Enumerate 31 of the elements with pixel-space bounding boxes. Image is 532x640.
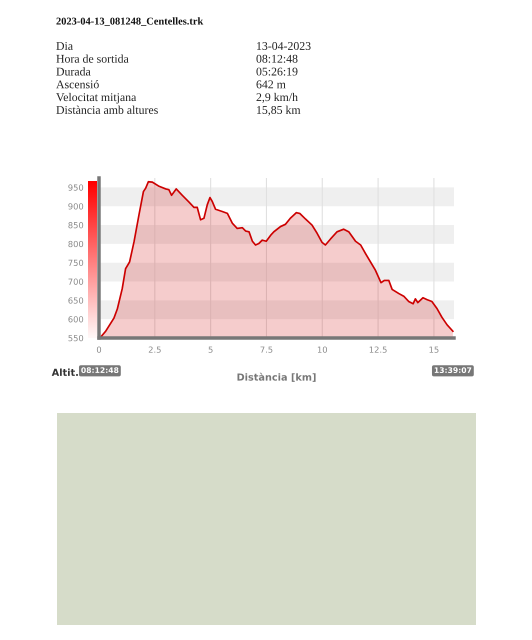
y-tick-label: 550: [68, 334, 84, 342]
text: Durada: [56, 67, 91, 76]
y-axis-title: Altit.: [52, 368, 78, 376]
x-tick-label: 0: [96, 346, 102, 353]
y-tick-label: 800: [68, 240, 84, 248]
text: Distància amb altures: [56, 106, 158, 114]
y-tick-label: 950: [68, 184, 84, 191]
x-tick-label: 10: [318, 346, 328, 353]
y-tick-label: 750: [68, 260, 84, 266]
x-tick-label: 15: [430, 346, 438, 353]
text: 642 m: [256, 80, 286, 88]
text: Velocitat mitjana: [56, 92, 136, 104]
x-tick-label: 7.5: [260, 346, 272, 353]
y-tick-label: 900: [68, 203, 84, 210]
y-tick-label: 700: [68, 278, 84, 285]
text: Dia: [56, 42, 73, 50]
text: 05:26:19: [256, 68, 298, 76]
x-tick-label: 12.5: [370, 346, 387, 353]
text: 08:12:48: [256, 54, 298, 63]
text: 2,9 km/h: [256, 92, 298, 103]
y-tick-label: 650: [68, 297, 84, 304]
text: 13-04-2023: [257, 42, 311, 50]
text: 15,85 km: [257, 106, 300, 116]
y-tick-label: 600: [68, 316, 84, 322]
x-tick-label: 2.5: [148, 346, 161, 353]
text: Ascensió: [56, 80, 99, 88]
chart-title: 2023-04-13_081248_Centelles.trk: [56, 17, 204, 26]
text: Hora de sortida: [56, 54, 129, 63]
x-tick-label: 5: [208, 346, 213, 353]
y-tick-label: 850: [68, 222, 84, 228]
x-axis-title: Distància [km]: [237, 372, 316, 382]
